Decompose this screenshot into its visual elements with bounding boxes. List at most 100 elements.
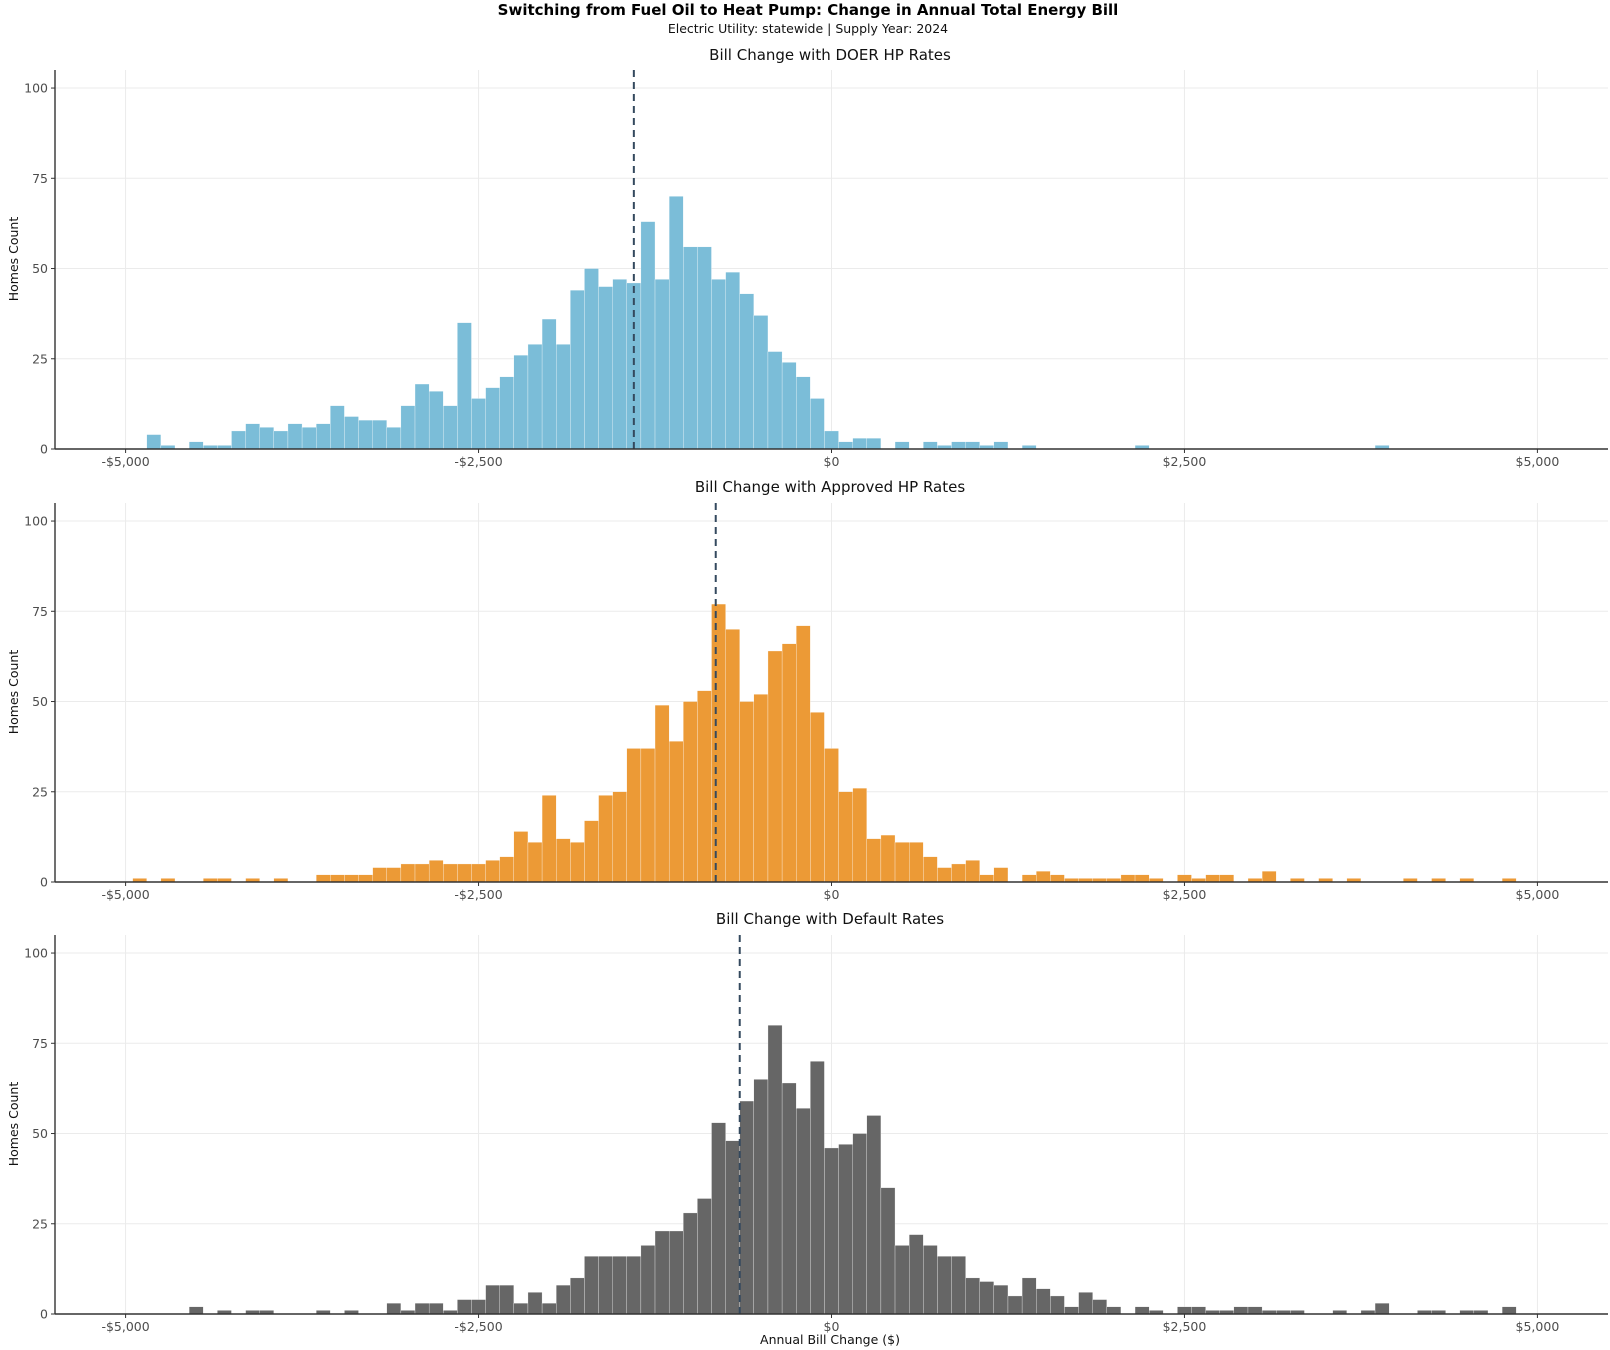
histogram-bar <box>1036 1288 1051 1315</box>
x-tick-label: -$5,000 <box>101 1319 149 1334</box>
histogram-bar <box>1177 1306 1192 1315</box>
histogram-bar <box>951 1256 966 1315</box>
histogram-bar <box>1205 874 1220 883</box>
histogram-bar <box>767 1025 783 1315</box>
histogram-bar <box>1191 1306 1206 1315</box>
panel-approved-hp-rates: Bill Change with Approved HP Rates Homes… <box>6 478 1608 902</box>
histogram-bar <box>866 838 882 883</box>
histogram-bar <box>541 795 557 883</box>
x-axis-label: Annual Bill Change ($) <box>760 1332 900 1347</box>
histogram-bar <box>513 831 529 883</box>
histogram-bar <box>541 318 557 450</box>
histogram-bar <box>767 650 783 883</box>
histogram-bar <box>541 1303 557 1315</box>
y-tick-label: 25 <box>32 351 48 366</box>
histogram-bar <box>1261 871 1277 883</box>
histogram-bar <box>640 221 656 450</box>
histogram-bar <box>711 603 726 883</box>
histogram-bar <box>993 1284 1009 1315</box>
histogram-bar <box>316 423 331 450</box>
histogram-bar <box>344 874 359 883</box>
histogram-bar <box>824 430 839 450</box>
histogram-bar <box>527 1292 543 1315</box>
histogram-bar <box>697 690 712 883</box>
histogram-bar <box>880 1187 896 1315</box>
histogram-bar <box>866 1115 882 1315</box>
histogram-bar <box>668 196 684 450</box>
histogram-bar <box>527 344 543 450</box>
histogram-bar <box>457 863 472 883</box>
histogram-bar <box>852 1133 867 1315</box>
y-tick-label: 50 <box>32 694 48 709</box>
y-tick-label: 0 <box>40 875 48 890</box>
histogram-bar <box>146 434 162 450</box>
histogram-bar <box>231 430 246 450</box>
histogram-bar <box>570 290 585 450</box>
histogram-bar <box>1064 1306 1079 1315</box>
panel-doer-hp-rates: Bill Change with DOER HP Rates Homes Cou… <box>6 46 1608 469</box>
histogram-bar <box>485 860 500 883</box>
panel-title: Bill Change with Default Rates <box>716 910 944 928</box>
y-tick-label: 75 <box>32 604 48 619</box>
histogram-bar <box>739 1100 754 1315</box>
histogram-bar <box>626 1256 642 1315</box>
histogram-bar <box>937 867 952 883</box>
histogram-bar <box>372 867 387 883</box>
histogram-bar <box>428 391 444 450</box>
histogram-bar <box>372 419 387 450</box>
histogram-bar <box>739 701 754 883</box>
histogram-bar <box>414 863 430 883</box>
histogram-bar <box>1233 1306 1249 1315</box>
histogram-bar <box>259 427 274 450</box>
histogram-bar <box>287 423 303 450</box>
histogram-bar <box>1501 1306 1517 1315</box>
chart-title: Switching from Fuel Oil to Heat Pump: Ch… <box>498 1 1119 19</box>
histogram-bar <box>767 351 783 450</box>
histogram-bar <box>485 387 500 450</box>
histogram-bar <box>654 704 670 883</box>
histogram-bar <box>358 419 373 450</box>
chart-subtitle: Electric Utility: statewide | Supply Yea… <box>668 21 948 36</box>
histogram-bar <box>739 293 754 450</box>
x-tick-label: $0 <box>824 887 840 902</box>
histogram-bar <box>640 748 656 883</box>
histogram-bar <box>965 1277 980 1315</box>
histogram-bar <box>796 376 811 450</box>
histogram-bar <box>1219 874 1235 883</box>
histogram-bar <box>668 741 684 883</box>
histogram-bar <box>1247 1306 1263 1315</box>
histogram-bar <box>598 1256 613 1315</box>
x-tick-label: $0 <box>824 454 840 469</box>
histogram-bar <box>894 842 910 883</box>
y-axis-label: Homes Count <box>6 1082 21 1167</box>
histogram-bar <box>556 344 571 450</box>
panel-title: Bill Change with Approved HP Rates <box>695 478 966 496</box>
histogram-bar <box>273 430 289 450</box>
histogram-bar <box>838 1144 853 1315</box>
histogram-bar <box>683 701 698 883</box>
x-tick-label: $2,500 <box>1163 1319 1207 1334</box>
histogram-bar <box>810 398 825 450</box>
x-tick-label: $5,000 <box>1516 454 1560 469</box>
histogram-bar <box>612 1256 627 1315</box>
histogram-bar <box>612 279 627 450</box>
histogram-bar <box>838 791 853 883</box>
histogram-bar <box>358 874 373 883</box>
histogram-bar <box>1120 874 1136 883</box>
y-tick-label: 75 <box>32 171 48 186</box>
histogram-bar <box>457 1299 472 1315</box>
histogram-bar <box>697 1198 712 1315</box>
histogram-bar <box>400 863 416 883</box>
histogram-bar <box>414 1303 430 1315</box>
histogram-bar <box>725 271 740 450</box>
histogram-bar <box>923 1245 938 1315</box>
histogram-bar <box>810 1061 825 1315</box>
histogram-bar <box>1050 874 1065 883</box>
histogram-bar <box>668 1230 684 1315</box>
histogram-bar <box>654 279 670 450</box>
panel-title: Bill Change with DOER HP Rates <box>709 46 951 64</box>
histogram-bar <box>951 863 966 883</box>
histogram-bar <box>1036 871 1051 883</box>
x-tick-label: $5,000 <box>1516 1319 1560 1334</box>
histogram-bar <box>570 842 585 883</box>
